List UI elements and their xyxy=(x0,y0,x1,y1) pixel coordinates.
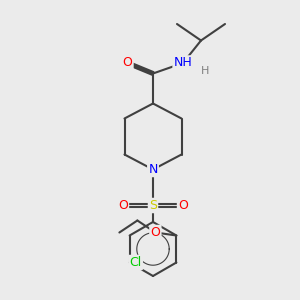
Text: N: N xyxy=(148,163,158,176)
Text: S: S xyxy=(149,199,157,212)
Text: H: H xyxy=(201,65,210,76)
Text: NH: NH xyxy=(174,56,192,70)
Text: O: O xyxy=(178,199,188,212)
Text: Cl: Cl xyxy=(130,256,142,269)
Text: O: O xyxy=(123,56,132,70)
Text: O: O xyxy=(150,226,160,239)
Text: O: O xyxy=(118,199,128,212)
